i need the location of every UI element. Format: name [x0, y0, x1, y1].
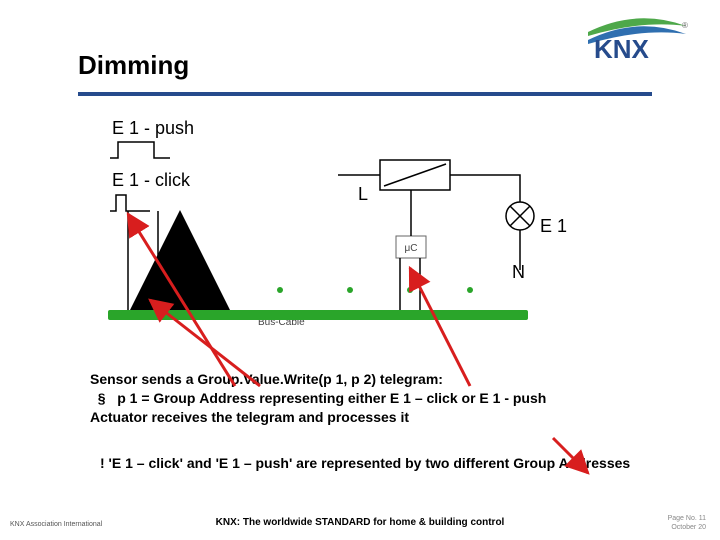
footer-right: Page No. 11 October 20	[668, 515, 706, 532]
label-e1: E 1	[540, 216, 567, 237]
label-e1-click: E 1 - click	[112, 170, 190, 191]
body-text: Sensor sends a Group.Value.Write(p 1, p …	[90, 370, 546, 427]
title-underline	[78, 92, 652, 96]
logo-text: KNX	[594, 34, 650, 62]
actuator-uc-box: μC	[396, 236, 426, 258]
label-e1-push: E 1 - push	[112, 118, 194, 139]
click-waveform	[110, 195, 150, 211]
label-l: L	[358, 184, 368, 205]
red-arrows	[128, 214, 588, 473]
label-bus-cable: Bus-Cable	[258, 317, 305, 328]
push-waveform	[110, 142, 170, 158]
logo-r: ®	[682, 21, 688, 30]
knx-logo: KNX ®	[582, 14, 692, 62]
dimmer-lamp-wire	[450, 175, 520, 202]
bus-couplers	[145, 287, 473, 293]
page-title: Dimming	[78, 50, 189, 81]
note-text: ! 'E 1 – click' and 'E 1 – push' are rep…	[100, 454, 630, 473]
bus-bar	[108, 310, 528, 320]
footer-center: KNX: The worldwide STANDARD for home & b…	[0, 517, 720, 528]
dimmer-box	[380, 160, 450, 190]
svg-text:μC: μC	[405, 243, 418, 254]
lamp-symbol	[506, 202, 534, 230]
label-n: N	[512, 262, 525, 283]
